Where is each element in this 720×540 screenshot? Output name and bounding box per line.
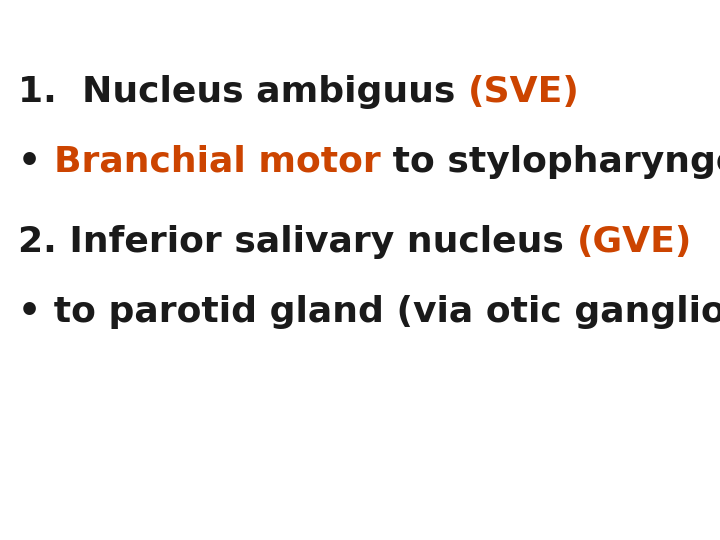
Text: Branchial motor: Branchial motor — [54, 145, 380, 179]
Text: •: • — [18, 145, 54, 179]
Text: 1.  Nucleus ambiguus: 1. Nucleus ambiguus — [18, 75, 468, 109]
Text: • to parotid gland (via otic ganglion): • to parotid gland (via otic ganglion) — [18, 295, 720, 329]
Text: (SVE): (SVE) — [468, 75, 580, 109]
Text: (GVE): (GVE) — [577, 225, 692, 259]
Text: to stylopharyngeus: to stylopharyngeus — [380, 145, 720, 179]
Text: 2. Inferior salivary nucleus: 2. Inferior salivary nucleus — [18, 225, 577, 259]
